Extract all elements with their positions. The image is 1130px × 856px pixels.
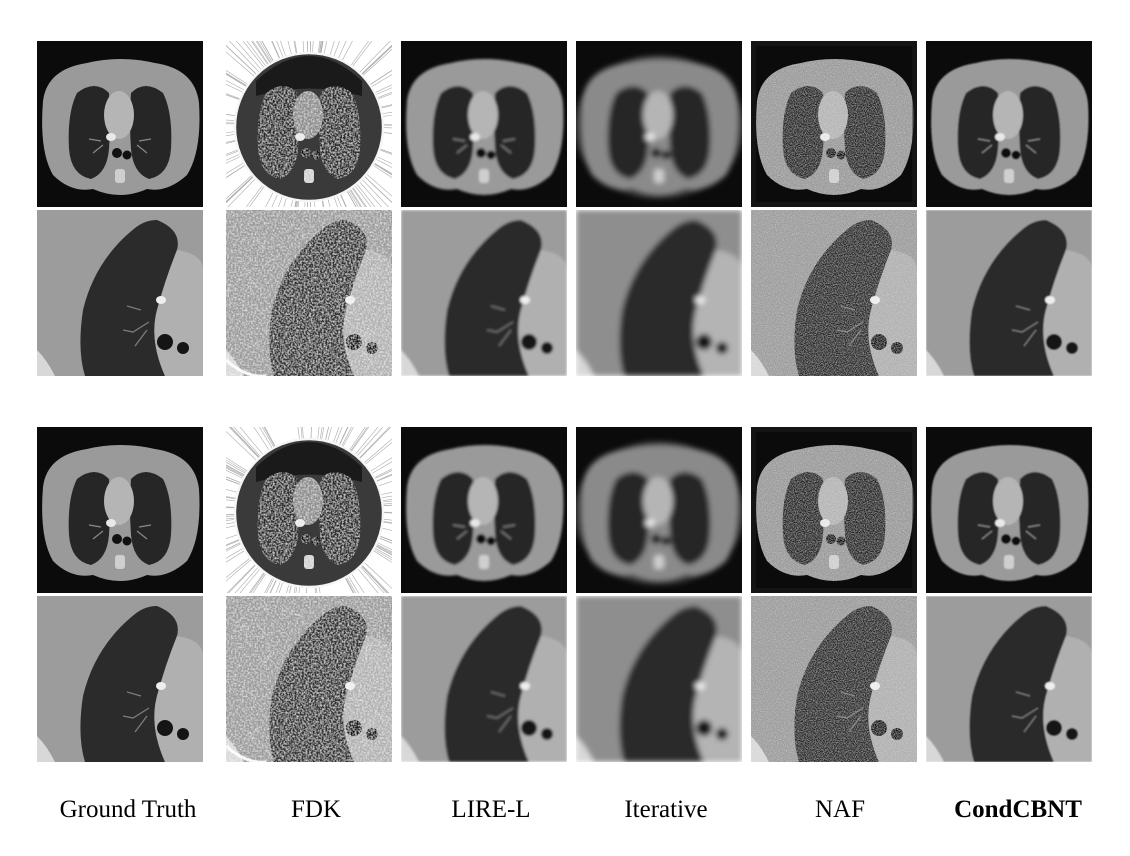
naf-zoom-2-image: [751, 596, 917, 762]
iterative-zoom-2-image: [576, 596, 742, 762]
condcbnt-slice-1-image: [926, 41, 1092, 207]
condcbnt-slice-2-image: [926, 427, 1092, 593]
ground-truth-zoom-2-image: [37, 596, 203, 762]
lire-l-zoom-1-image: [401, 210, 567, 376]
fdk-zoom-1-image: [226, 210, 392, 376]
method-label-ground-truth: Ground Truth: [59, 796, 197, 823]
fdk-slice-2-image: [226, 427, 392, 593]
naf-zoom-1-image: [751, 210, 917, 376]
ground-truth-slice-2-image: [37, 427, 203, 593]
ground-truth-zoom-1-image: [37, 210, 203, 376]
ground-truth-slice-1-image: [37, 41, 203, 207]
lire-l-zoom-2-image: [401, 596, 567, 762]
iterative-slice-2-image: [576, 427, 742, 593]
lire-l-slice-1-image: [401, 41, 567, 207]
method-label-iterative: Iterative: [624, 796, 708, 823]
iterative-zoom-1-image: [576, 210, 742, 376]
method-label-lire-l: LIRE-L: [451, 796, 531, 823]
naf-slice-1-image: [751, 41, 917, 207]
lire-l-slice-2-image: [401, 427, 567, 593]
naf-slice-2-image: [751, 427, 917, 593]
iterative-slice-1-image: [576, 41, 742, 207]
fdk-slice-1-image: [226, 41, 392, 207]
fdk-zoom-2-image: [226, 596, 392, 762]
method-label-naf: NAF: [814, 796, 865, 823]
method-label-condcbnt: CondCBNT: [954, 796, 1082, 823]
condcbnt-zoom-2-image: [926, 596, 1092, 762]
condcbnt-zoom-1-image: [926, 210, 1092, 376]
method-label-fdk: FDK: [290, 796, 341, 823]
